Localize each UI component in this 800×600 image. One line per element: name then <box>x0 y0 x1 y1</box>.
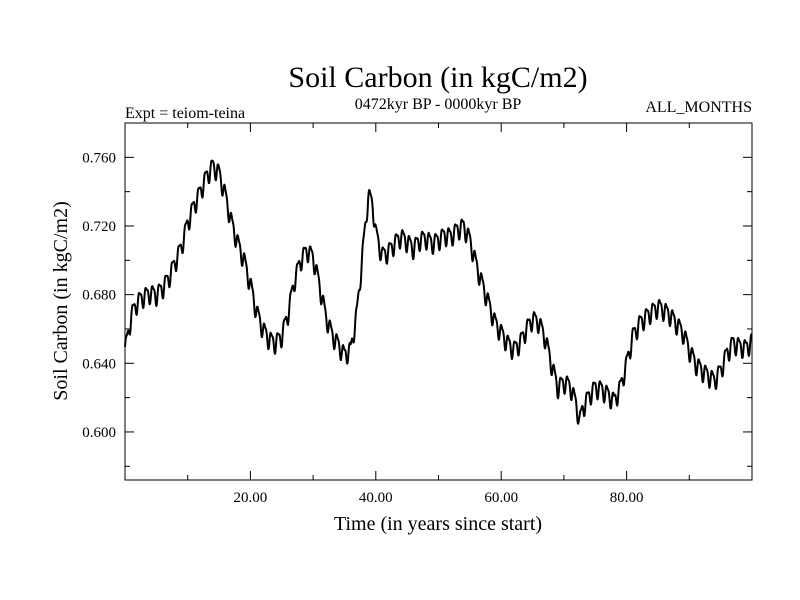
series-line-soil-carbon <box>124 159 753 425</box>
x-axis-tick-labels: 20.00 40.00 60.00 80.00 <box>234 490 644 506</box>
chart-title: Soil Carbon (in kgC/m2) <box>288 61 587 94</box>
x-axis-label: Time (in years since start) <box>334 513 542 535</box>
y-tick-label: 0.760 <box>82 150 116 166</box>
y-tick-label: 0.680 <box>82 288 116 304</box>
y-tick-label: 0.600 <box>82 425 116 441</box>
y-axis-label: Soil Carbon (in kgC/m2) <box>50 201 72 400</box>
x-tick-label: 40.00 <box>359 490 393 506</box>
x-axis-ticks <box>187 123 690 480</box>
x-tick-label: 80.00 <box>610 490 644 506</box>
x-tick-label: 20.00 <box>234 490 268 506</box>
y-axis-tick-labels: 0.600 0.640 0.680 0.720 0.760 <box>82 150 116 441</box>
x-tick-label: 60.00 <box>484 490 518 506</box>
y-axis-ticks <box>125 122 752 467</box>
chart-subtitle-center: 0472kyr BP - 0000kyr BP <box>355 96 522 113</box>
y-tick-label: 0.720 <box>82 219 116 235</box>
chart-subtitle-right: ALL_MONTHS <box>645 99 752 116</box>
chart-subtitle-left: Expt = teiom-teina <box>125 105 245 122</box>
y-tick-label: 0.640 <box>82 356 116 372</box>
